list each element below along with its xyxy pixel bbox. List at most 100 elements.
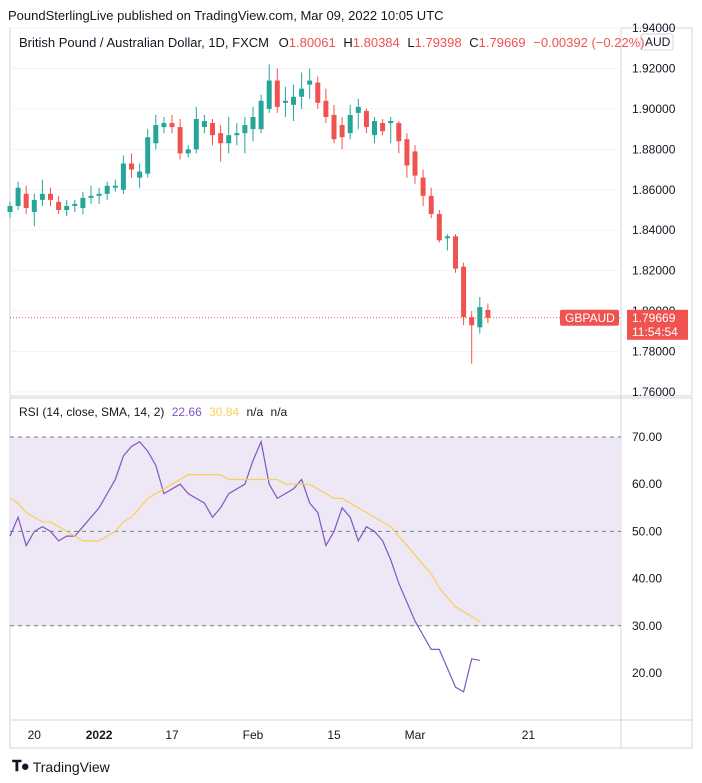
- low-value: 1.79398: [414, 35, 462, 50]
- time-tick-label: 15: [327, 728, 341, 742]
- rsi-line: [9, 439, 480, 693]
- candle-body: [291, 96, 296, 105]
- candle-body: [444, 236, 450, 239]
- rsi-title: RSI (14, close, SMA, 14, 2): [19, 405, 165, 419]
- candles-group: [7, 64, 491, 364]
- price-tick-label: 1.82000: [632, 264, 676, 278]
- candle-body: [137, 171, 143, 178]
- rsi-axis-labels: 20.00 30.00 40.00 50.00 60.00 70.00: [632, 430, 662, 680]
- candle-body: [347, 114, 353, 134]
- price-tick-label: 1.84000: [632, 223, 676, 237]
- price-axis-labels: 1.760001.780001.800001.820001.840001.860…: [632, 21, 676, 399]
- time-axis-labels: 20 2022 17 Feb 15 Mar 21: [28, 728, 536, 742]
- rsi-sma-value: 30.84: [209, 405, 240, 419]
- candle-body: [396, 123, 402, 142]
- price-tick-label: 1.92000: [632, 61, 676, 75]
- candle-body: [380, 123, 386, 132]
- price-tick-label: 1.90000: [632, 102, 676, 116]
- candle-body: [48, 193, 53, 200]
- candle-body: [129, 163, 134, 170]
- candle-body: [112, 185, 118, 188]
- rsi-tick-label: 30.00: [632, 619, 662, 633]
- low-label: L: [407, 35, 415, 50]
- candle-body: [436, 214, 442, 241]
- candle-body: [210, 123, 215, 136]
- rsi-na-2: n/a: [270, 405, 288, 419]
- candle-body: [169, 123, 175, 128]
- candle-body: [282, 100, 288, 103]
- candle-body: [161, 123, 167, 128]
- price-tag-countdown: 11:54:54: [632, 325, 678, 339]
- rsi-tick-label: 60.00: [632, 477, 662, 491]
- candle-body: [218, 133, 224, 144]
- rsi-value: 22.66: [171, 405, 202, 419]
- candle-body: [266, 80, 272, 109]
- candle-body: [339, 125, 345, 138]
- candle-body: [72, 203, 78, 206]
- rsi-tick-label: 70.00: [632, 430, 662, 444]
- time-tick-label: 21: [522, 728, 536, 742]
- candle-body: [234, 133, 240, 136]
- candle-body: [80, 197, 86, 208]
- change-value: −0.00392 (−0.22%): [533, 35, 645, 50]
- symbol-title: British Pound / Australian Dollar, 1D, F…: [19, 35, 269, 50]
- time-tick-label: Feb: [243, 728, 264, 742]
- price-tick-label: 1.86000: [632, 183, 676, 197]
- candle-body: [226, 135, 232, 144]
- rsi-tick-label: 40.00: [632, 572, 662, 586]
- candle-body: [461, 266, 467, 318]
- price-pane-frame: [9, 27, 693, 397]
- candle-body: [420, 177, 426, 196]
- candle-body: [177, 127, 183, 154]
- candle-body: [307, 80, 313, 85]
- candle-body: [388, 121, 394, 124]
- candle-body: [7, 205, 13, 213]
- price-tick-label: 1.78000: [632, 345, 676, 359]
- candle-body: [331, 114, 337, 140]
- candle-body: [258, 100, 264, 130]
- price-tag: [627, 309, 688, 340]
- rsi-tick-label: 50.00: [632, 524, 662, 538]
- candle-body: [412, 151, 418, 176]
- candle-body: [469, 317, 475, 326]
- open-label: O: [278, 35, 289, 50]
- candle-body: [120, 163, 126, 190]
- candle-body: [15, 187, 21, 206]
- candle-body: [323, 100, 329, 117]
- symbol-tag: [560, 309, 619, 326]
- rsi-tick-label: 20.00: [632, 666, 662, 680]
- candle-body: [56, 201, 62, 210]
- candle-body: [31, 199, 37, 213]
- candle-body: [23, 193, 29, 208]
- candle-body: [274, 80, 280, 107]
- price-tick-label: 1.88000: [632, 142, 676, 156]
- open-value: 1.80061: [288, 35, 336, 50]
- rsi-lines-group: [9, 439, 481, 693]
- candle-body: [153, 125, 159, 144]
- candle-body: [485, 309, 491, 318]
- high-label: H: [343, 35, 353, 50]
- tradingview-logo-icon: 𝐓●: [12, 758, 30, 775]
- symbol-tag-label: GBPAUD: [565, 311, 615, 325]
- time-axis-frame: [9, 719, 693, 749]
- time-tick-label: 20: [28, 728, 42, 742]
- time-tick-label: 17: [165, 728, 179, 742]
- candle-body: [372, 121, 377, 136]
- candle-body: [88, 195, 94, 198]
- time-tick-label: Mar: [405, 728, 426, 742]
- rsi-grid: [10, 436, 621, 627]
- candle-body: [315, 82, 321, 103]
- candle-body: [404, 139, 410, 166]
- candle-body: [355, 106, 361, 113]
- rsi-na-1: n/a: [246, 405, 264, 419]
- candle-body: [363, 110, 369, 128]
- candle-body: [201, 121, 207, 128]
- price-tag-value: 1.79669: [632, 311, 676, 325]
- candle-body: [242, 125, 248, 134]
- currency-box: [640, 33, 674, 51]
- footer-brand: 𝐓● TradingView: [12, 758, 110, 775]
- candle-body: [39, 193, 45, 200]
- candle-body: [477, 307, 483, 328]
